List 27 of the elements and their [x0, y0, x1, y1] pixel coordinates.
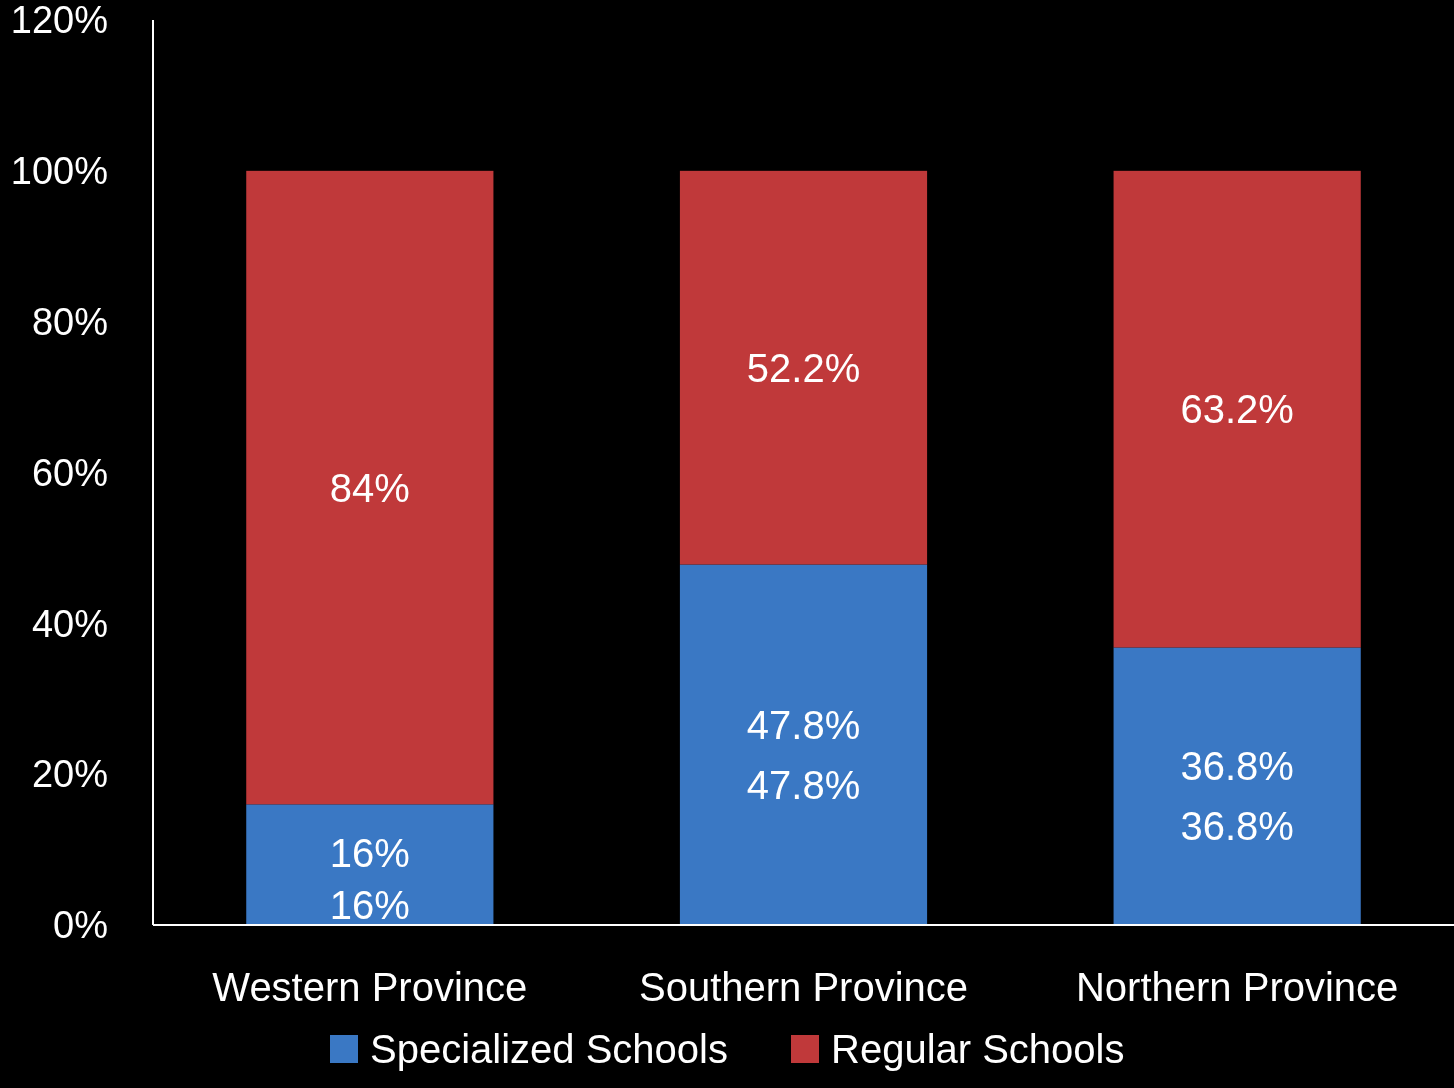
y-tick-label: 120% [10, 0, 108, 42]
data-label: 47.8% [746, 702, 861, 747]
y-tick-label: 80% [31, 300, 108, 343]
data-label: 36.8% [1180, 744, 1294, 789]
legend-label: Regular Schools [831, 1027, 1125, 1071]
y-tick-label: 0% [53, 904, 108, 947]
y-tick-label: 100% [10, 150, 108, 193]
bar [1113, 647, 1361, 925]
annotation: 16% [329, 882, 410, 927]
annotation: 47.8% [746, 762, 861, 807]
data-label: 63.2% [1180, 387, 1294, 432]
bar [246, 170, 494, 805]
y-tick-label: 60% [31, 451, 108, 494]
y-tick-label: 40% [31, 602, 108, 645]
bar [679, 564, 928, 925]
bar [246, 804, 494, 925]
x-tick-label: Western Province [212, 965, 528, 1009]
legend-label: Specialized Schools [370, 1027, 728, 1071]
data-label: 16% [329, 830, 410, 875]
annotation: 36.8% [1180, 804, 1294, 849]
data-label: 84% [329, 465, 410, 510]
x-tick-label: Northern Province [1075, 965, 1399, 1009]
data-label: 52.2% [746, 345, 861, 390]
bar [679, 170, 928, 565]
y-tick-label: 20% [31, 753, 108, 796]
x-tick-label: Southern Province [638, 965, 969, 1009]
bar [1113, 170, 1361, 648]
